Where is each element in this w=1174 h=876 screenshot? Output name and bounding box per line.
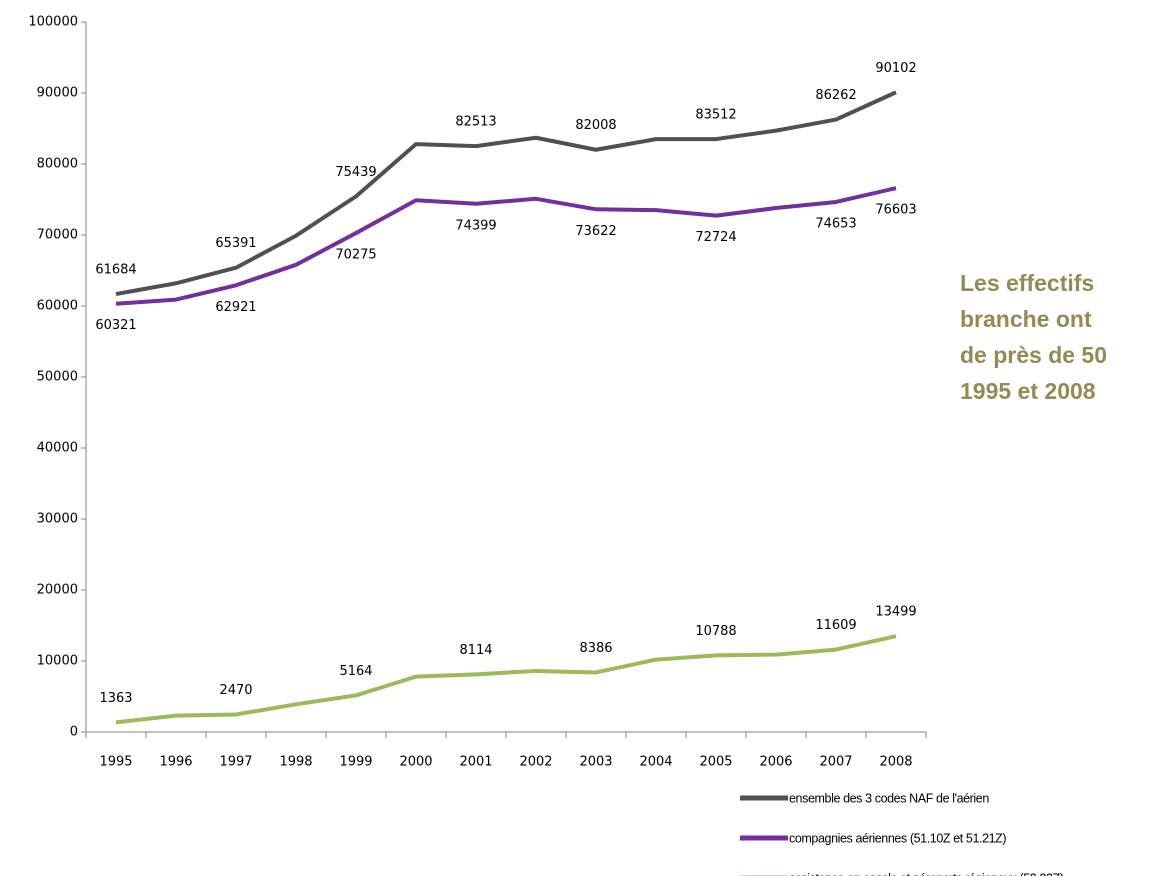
x-tick-label: 1996 (159, 755, 192, 770)
y-tick-label: 80000 (37, 157, 78, 172)
x-tick-label: 2007 (819, 755, 852, 770)
data-label: 75439 (335, 165, 376, 180)
x-tick-label: 2005 (699, 755, 732, 770)
y-tick-label: 40000 (37, 441, 78, 456)
data-label: 13499 (875, 605, 916, 620)
series-line (115, 186, 897, 306)
y-tick-label: 60000 (37, 299, 78, 314)
data-label: 70275 (335, 248, 376, 263)
legend-label: ensemble des 3 codes NAF de l'aérien (789, 791, 989, 805)
series-line (115, 634, 897, 725)
x-tick-label: 1999 (339, 755, 372, 770)
data-label: 74399 (455, 218, 496, 233)
annotation: Les effectifs (960, 270, 1094, 296)
data-label: 8114 (459, 643, 492, 658)
annotation: branche ont (960, 306, 1092, 332)
x-tick-label: 2008 (879, 755, 912, 770)
x-tick-label: 1998 (279, 755, 312, 770)
data-label: 83512 (695, 108, 736, 123)
data-label: 61684 (95, 263, 136, 278)
y-tick-label: 10000 (37, 654, 78, 669)
y-tick-label: 90000 (37, 86, 78, 101)
data-label: 10788 (695, 624, 736, 639)
x-tick-label: 2004 (639, 755, 672, 770)
y-tick-label: 20000 (37, 583, 78, 598)
y-tick-label: 0 (70, 725, 78, 740)
data-label: 86262 (815, 88, 856, 103)
data-label: 8386 (579, 641, 612, 656)
data-label: 76603 (875, 203, 916, 218)
y-tick-label: 70000 (37, 228, 78, 243)
data-label: 82008 (575, 118, 616, 133)
x-tick-label: 2006 (759, 755, 792, 770)
annotation: 1995 et 2008 (960, 378, 1096, 404)
x-tick-label: 2001 (459, 755, 492, 770)
y-tick-label: 30000 (37, 512, 78, 527)
y-tick-label: 100000 (28, 15, 78, 30)
x-tick-label: 2003 (579, 755, 612, 770)
data-label: 82513 (455, 115, 496, 130)
data-label: 60321 (95, 318, 136, 333)
y-tick-label: 50000 (37, 370, 78, 385)
data-label: 72724 (695, 230, 736, 245)
data-label: 5164 (339, 664, 372, 679)
series-line (115, 90, 897, 297)
data-label: 11609 (815, 618, 856, 633)
data-label: 62921 (215, 300, 256, 315)
legend-label: assistance en escale et aéroports région… (789, 871, 1064, 876)
data-label: 1363 (99, 691, 132, 706)
data-label: 90102 (875, 61, 916, 76)
legend-label: compagnies aériennes (51.10Z et 51.21Z) (789, 831, 1006, 845)
annotation: de près de 50 (960, 342, 1107, 368)
data-label: 65391 (215, 236, 256, 251)
data-label: 73622 (575, 224, 616, 239)
x-tick-label: 1997 (219, 755, 252, 770)
data-label: 74653 (815, 216, 856, 231)
data-label: 2470 (219, 683, 252, 698)
x-tick-label: 2002 (519, 755, 552, 770)
x-tick-label: 2000 (399, 755, 432, 770)
x-tick-label: 1995 (99, 755, 132, 770)
